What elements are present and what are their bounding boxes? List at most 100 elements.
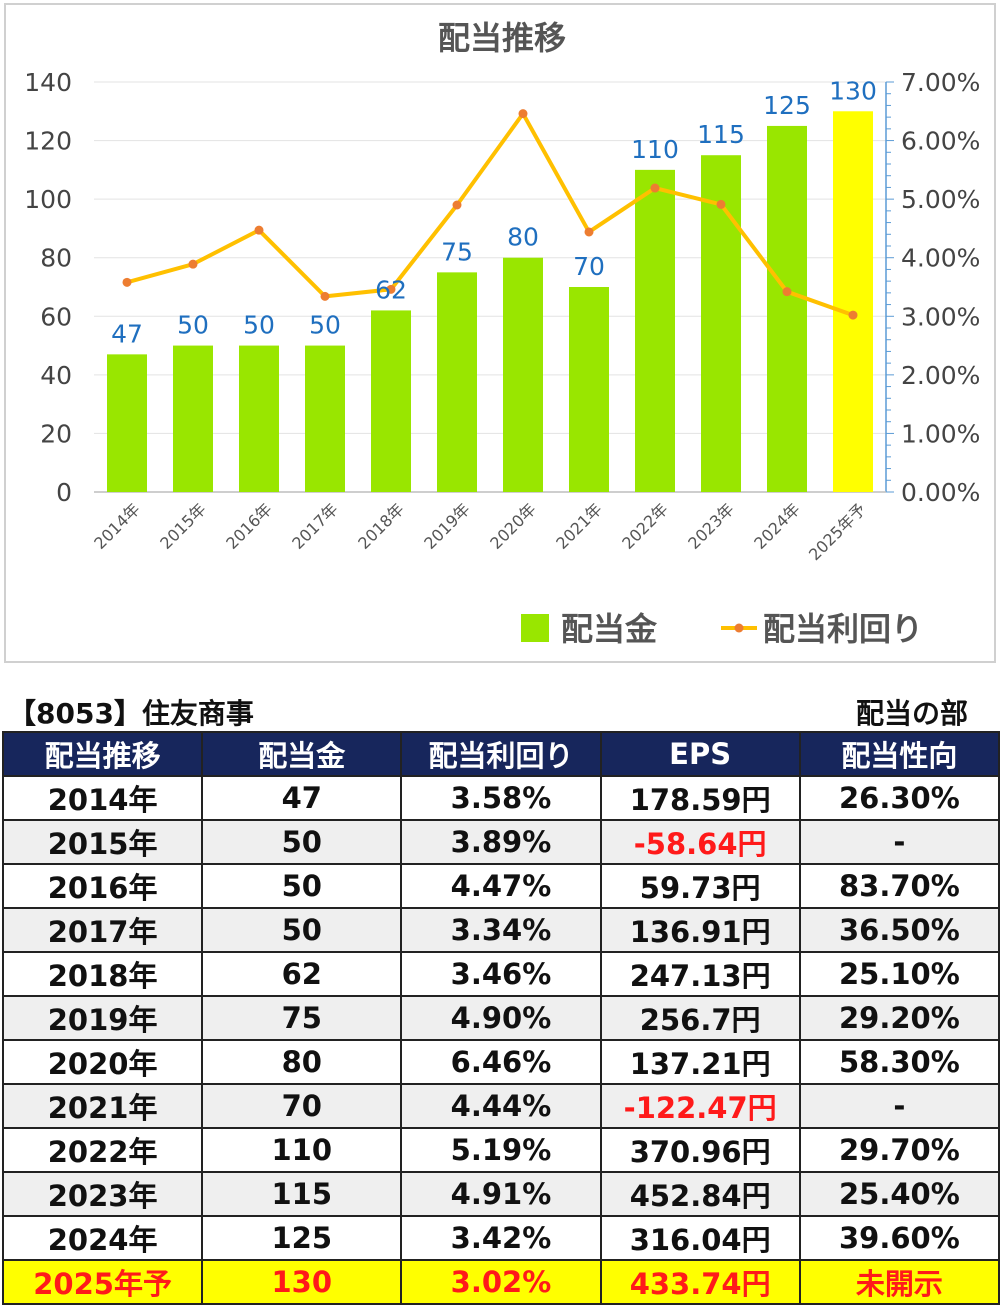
- header-payout: 配当性向: [798, 731, 1001, 777]
- bar-dividend: [437, 272, 477, 492]
- cell-eps: 316.04円: [599, 1215, 801, 1261]
- section-caption: 配当の部: [855, 697, 968, 730]
- cell-payout: 25.40%: [798, 1171, 1001, 1217]
- cell-yield: 4.91%: [400, 1171, 602, 1217]
- cell-dividend: 75: [201, 995, 403, 1041]
- cell-eps: 247.13円: [599, 951, 801, 997]
- cell-yield: 3.34%: [400, 907, 602, 953]
- bar-data-label: 125: [763, 91, 811, 120]
- y2-tick-label: 3.00%: [901, 302, 980, 331]
- x-tick-label: 2016年: [222, 499, 276, 553]
- y2-tick-label: 6.00%: [901, 127, 980, 156]
- bar-dividend: [767, 125, 807, 492]
- cell-eps: 136.91円: [599, 907, 801, 953]
- table-row: 2019年 75 4.90% 256.7円 29.20%: [1, 995, 1001, 1041]
- y2-tick-label: 0.00%: [901, 478, 980, 507]
- table-row: 2014年 47 3.58% 178.59円 26.30%: [1, 775, 1001, 821]
- cell-eps: 256.7円: [599, 995, 801, 1041]
- legend-swatch-yield-marker: [734, 623, 744, 633]
- table-row: 2020年 80 6.46% 137.21円 58.30%: [1, 1039, 1001, 1085]
- cell-dividend: 130: [201, 1259, 403, 1305]
- chart-title: 配当推移: [438, 19, 566, 57]
- x-tick-label: 2023年: [684, 499, 738, 553]
- x-tick-label: 2022年: [618, 499, 672, 553]
- line-yield: [126, 111, 854, 317]
- header-yield: 配当利回り: [400, 731, 602, 777]
- bar-data-label: 62: [375, 275, 407, 304]
- table-row: 2017年 50 3.34% 136.91円 36.50%: [1, 907, 1001, 953]
- cell-yield: 6.46%: [400, 1039, 602, 1085]
- cell-payout: -: [798, 819, 1001, 865]
- cell-eps: 452.84円: [599, 1171, 801, 1217]
- y2-tick-label: 2.00%: [901, 361, 980, 390]
- cell-year: 2020年: [1, 1039, 204, 1085]
- cell-payout: 58.30%: [798, 1039, 1001, 1085]
- y-tick-label: 20: [40, 419, 72, 448]
- x-tick-label: 2014年: [90, 499, 144, 553]
- y2-tick-label: 7.00%: [901, 68, 980, 97]
- x-tick-label: 2024年: [750, 499, 804, 553]
- y-tick-label: 0: [56, 478, 72, 507]
- cell-dividend: 110: [201, 1127, 403, 1173]
- dividend-chart: 配当推移 0 20 40 60 80 100 120 140 0.00% 1.00% 2.00% 3.0…: [24, 19, 980, 648]
- y-tick-label: 40: [40, 361, 72, 390]
- cell-dividend: 50: [201, 907, 403, 953]
- cell-yield: 3.89%: [400, 819, 602, 865]
- bar-data-label: 47: [111, 319, 143, 348]
- cell-payout: 25.10%: [798, 951, 1001, 997]
- cell-dividend: 115: [201, 1171, 403, 1217]
- legend-swatch-dividend: [521, 614, 549, 642]
- y-tick-label: 60: [40, 302, 72, 331]
- cell-yield: 4.90%: [400, 995, 602, 1041]
- cell-year: 2021年: [1, 1083, 204, 1129]
- cell-year: 2024年: [1, 1215, 204, 1261]
- cell-year: 2025年予: [1, 1259, 204, 1305]
- point-yield: [386, 284, 396, 294]
- cell-eps: 137.21円: [599, 1039, 801, 1085]
- cell-eps: -58.64円: [599, 819, 801, 865]
- bar-dividend: [635, 169, 675, 492]
- table-row: 2018年 62 3.46% 247.13円 25.10%: [1, 951, 1001, 997]
- cell-payout: 29.20%: [798, 995, 1001, 1041]
- bar-dividend: [239, 345, 279, 492]
- bar-data-label: 110: [631, 135, 679, 164]
- cell-year: 2022年: [1, 1127, 204, 1173]
- cell-dividend: 80: [201, 1039, 403, 1085]
- legend-label-yield: 配当利回り: [763, 610, 923, 648]
- x-tick-label: 2020年: [486, 499, 540, 553]
- chart-frame: 配当推移 0 20 40 60 80 100 120 140 0.00% 1.00% 2.00% 3.0…: [4, 3, 996, 663]
- y2-tick-label: 4.00%: [901, 244, 980, 273]
- company-caption: 【8053】住友商事: [8, 697, 254, 730]
- x-tick-label: 2025年予: [805, 499, 870, 564]
- y-tick-label: 140: [24, 68, 72, 97]
- y2-tick-label: 5.00%: [901, 185, 980, 214]
- cell-dividend: 50: [201, 863, 403, 909]
- point-yield: [122, 277, 132, 287]
- x-tick-label: 2021年: [552, 499, 606, 553]
- bar-dividend: [371, 310, 411, 492]
- cell-eps: 59.73円: [599, 863, 801, 909]
- table-row: 2016年 50 4.47% 59.73円 83.70%: [1, 863, 1001, 909]
- cell-eps: 433.74円: [599, 1259, 801, 1305]
- legend-label-dividend: 配当金: [561, 610, 658, 648]
- cell-yield: 3.58%: [400, 775, 602, 821]
- bar-dividend: [701, 155, 741, 492]
- bar-dividend: [107, 354, 147, 492]
- header-dividend: 配当金: [201, 731, 403, 777]
- cell-yield: 3.46%: [400, 951, 602, 997]
- point-yield: [782, 287, 792, 297]
- cell-year: 2017年: [1, 907, 204, 953]
- table-row: 2023年 115 4.91% 452.84円 25.40%: [1, 1171, 1001, 1217]
- point-yield: [848, 310, 858, 320]
- cell-payout: 36.50%: [798, 907, 1001, 953]
- cell-year: 2018年: [1, 951, 204, 997]
- table-row: 2025年予 130 3.02% 433.74円 未開示: [1, 1259, 1001, 1305]
- point-yield: [650, 183, 660, 193]
- cell-dividend: 47: [201, 775, 403, 821]
- y2-tick-label: 1.00%: [901, 419, 980, 448]
- y-tick-label: 100: [24, 185, 72, 214]
- point-yield: [584, 227, 594, 237]
- bar-dividend: [503, 257, 543, 492]
- bar-data-label: 50: [177, 311, 209, 340]
- cell-yield: 3.42%: [400, 1215, 602, 1261]
